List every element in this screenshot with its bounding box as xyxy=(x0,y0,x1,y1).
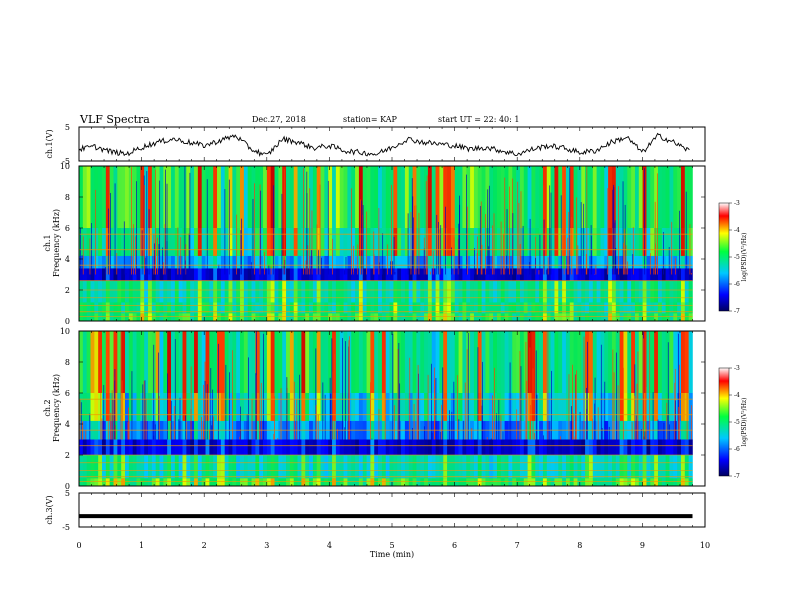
ytick-label: 6 xyxy=(65,389,70,398)
xtick-label: 7 xyxy=(515,541,520,550)
colorbar-tick-label: -7 xyxy=(734,308,740,315)
xtick-label: 1 xyxy=(139,541,144,550)
colorbar-tick-label: -3 xyxy=(734,365,740,372)
colorbar-ch1 xyxy=(718,202,730,312)
ytick-label: 4 xyxy=(65,420,70,429)
ytick-label: 2 xyxy=(65,286,70,295)
ytick-label: -5 xyxy=(62,523,70,532)
ytick-label: -5 xyxy=(62,157,70,166)
ytick-label: 0 xyxy=(65,317,70,326)
ytick-label: 0 xyxy=(65,482,70,491)
date-label: Dec.27, 2018 xyxy=(252,115,306,124)
colorbar-ch2-label: log(PSD)(V²/Hz) xyxy=(741,398,748,447)
panel-ch2-spectrogram xyxy=(79,331,693,486)
start-time-label: start UT = 22: 40: 1 xyxy=(438,115,519,124)
ytick-label: 2 xyxy=(65,451,70,460)
figure-title: VLF Spectra xyxy=(79,113,150,126)
xtick-label: 8 xyxy=(577,541,582,550)
xtick-label: 2 xyxy=(202,541,207,550)
ch2-frequency-ylabel: Frequency (kHz) xyxy=(52,374,61,442)
ytick-label: 6 xyxy=(65,224,70,233)
ytick-label: 5 xyxy=(65,489,70,498)
colorbar-ch1-label: log(PSD)(V²/Hz) xyxy=(741,233,748,282)
ch2-spectrogram-ylabel: ch.2 xyxy=(43,399,52,416)
ytick-label: 10 xyxy=(60,327,70,336)
station-label: station= KAP xyxy=(343,115,398,124)
xtick-label: 5 xyxy=(389,541,394,550)
colorbar-tick-label: -4 xyxy=(734,227,740,234)
xtick-label: 3 xyxy=(264,541,269,550)
panel-ch1-spectrogram xyxy=(79,166,693,321)
colorbar-ticks: -3 -4 -5 -6 -7 -3 -4 -5 -6 -7 xyxy=(729,200,740,480)
x-axis-label: Time (min) xyxy=(370,550,414,559)
colorbar-tick-label: -4 xyxy=(734,392,740,399)
xtick-label: 10 xyxy=(700,541,710,550)
ch3-waveform-ylabel: ch.3(V) xyxy=(45,495,54,524)
ch1-waveform-line xyxy=(78,132,690,157)
xtick-label: 6 xyxy=(452,541,457,550)
ytick-label: 10 xyxy=(60,162,70,171)
xtick-label: 0 xyxy=(76,541,81,550)
ch1-frequency-ylabel: Frequency (kHz) xyxy=(52,209,61,277)
ytick-label: 4 xyxy=(65,255,70,264)
ytick-label: 8 xyxy=(65,193,70,202)
colorbar-tick-label: -5 xyxy=(734,254,740,261)
ch1-waveform-ylabel: ch.1(V) xyxy=(45,129,54,158)
colorbar-tick-label: -5 xyxy=(734,419,740,426)
xtick-label: 4 xyxy=(327,541,332,550)
colorbar-tick-label: -6 xyxy=(734,281,740,288)
ytick-label: 8 xyxy=(65,358,70,367)
xtick-label: 9 xyxy=(640,541,645,550)
panel-ch3-waveform xyxy=(78,492,706,528)
colorbar-tick-label: -3 xyxy=(734,200,740,207)
ch1-spectrogram-ylabel: ch.1 xyxy=(43,234,52,251)
colorbar-tick-label: -6 xyxy=(734,446,740,453)
panel-ch1-waveform xyxy=(78,126,706,162)
colorbar-ch2 xyxy=(718,367,730,477)
colorbar-tick-label: -7 xyxy=(734,473,740,480)
ytick-label: 5 xyxy=(65,123,70,132)
